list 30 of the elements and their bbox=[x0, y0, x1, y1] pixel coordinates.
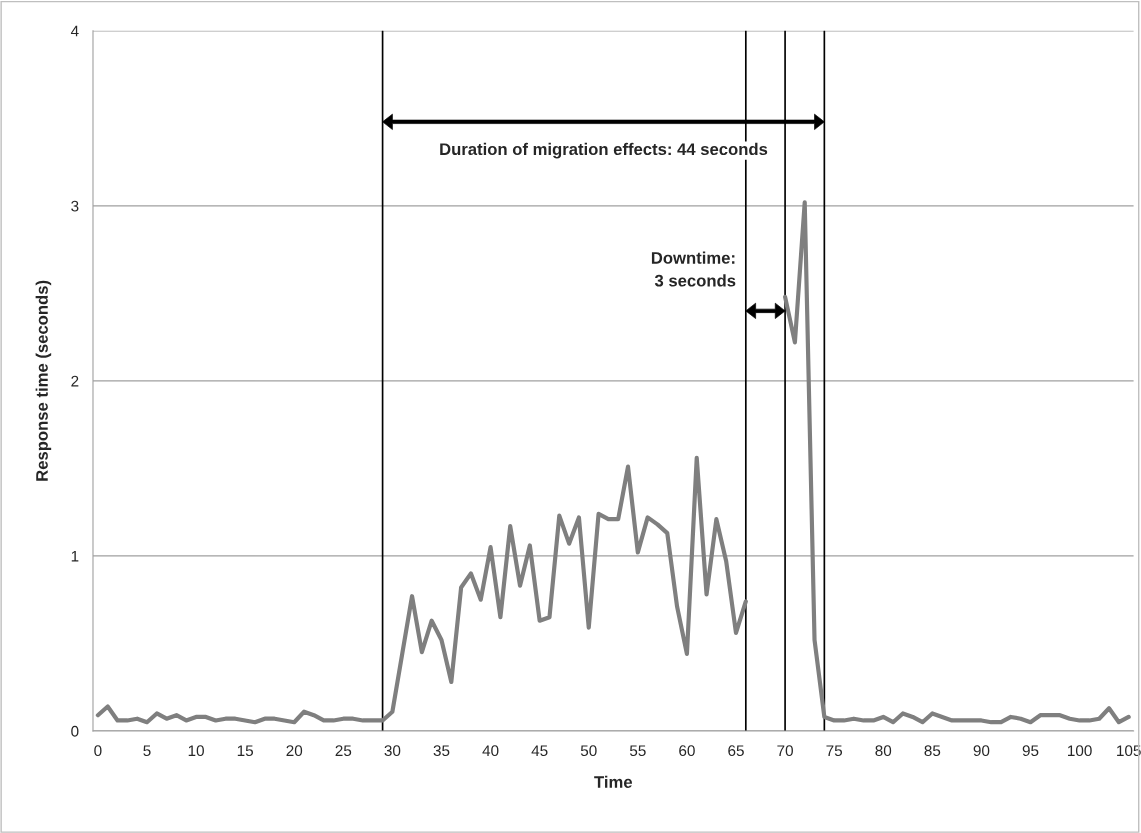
x-tick-label: 90 bbox=[973, 745, 990, 757]
x-tick-label: 95 bbox=[1022, 745, 1039, 757]
x-tick-label: 40 bbox=[482, 745, 499, 757]
x-tick-label: 30 bbox=[384, 745, 401, 757]
x-tick-label: 25 bbox=[335, 745, 352, 757]
y-tick-label: 3 bbox=[71, 200, 79, 212]
annotation: Downtime: 3 seconds bbox=[651, 251, 736, 287]
x-tick-label: 80 bbox=[875, 745, 892, 757]
x-tick-label: 100 bbox=[1068, 745, 1092, 757]
x-tick-label: 50 bbox=[580, 745, 597, 757]
y-axis-title: Response time (seconds) bbox=[35, 280, 52, 481]
x-tick-label: 75 bbox=[826, 745, 843, 757]
x-axis-title: Time bbox=[594, 775, 633, 788]
y-tick-label: 1 bbox=[71, 550, 79, 562]
x-tick-label: 85 bbox=[924, 745, 941, 757]
annotation: Duration of migration effects: 44 seconds bbox=[440, 142, 768, 159]
y-tick-label: 4 bbox=[70, 25, 79, 37]
x-tick-label: 70 bbox=[777, 745, 793, 757]
x-tick-label: 15 bbox=[237, 745, 254, 757]
x-tick-label: 20 bbox=[286, 745, 303, 757]
x-tick-label: 45 bbox=[531, 745, 548, 757]
x-tick-label: 60 bbox=[679, 745, 695, 757]
x-tick-label: 10 bbox=[188, 745, 204, 757]
x-tick-label: 55 bbox=[629, 745, 646, 757]
x-tick-label: 5 bbox=[143, 745, 151, 757]
y-tick-label: 0 bbox=[71, 725, 79, 737]
x-tick-label: 0 bbox=[94, 745, 102, 757]
x-tick-label: 35 bbox=[433, 745, 450, 757]
x-tick-label: 65 bbox=[728, 745, 744, 757]
y-tick-label: 2 bbox=[71, 375, 79, 387]
